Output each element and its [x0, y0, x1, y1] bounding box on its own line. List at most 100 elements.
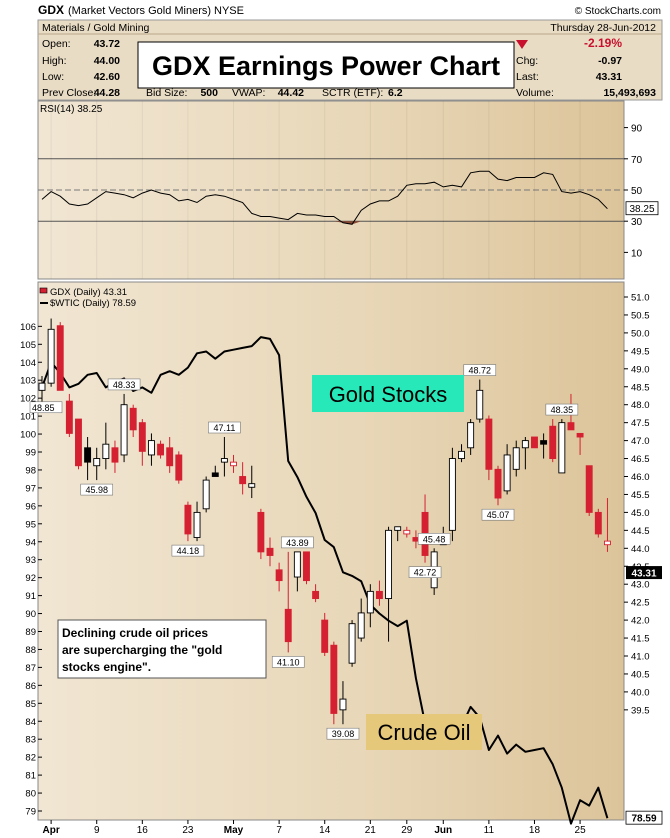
sector-label: Materials / Gold Mining [42, 22, 150, 34]
gdx-candle [275, 562, 283, 592]
candle-body [576, 432, 584, 438]
x-tick-label: 23 [182, 825, 194, 836]
candle-body [403, 529, 411, 535]
gdx-last-badge [626, 566, 662, 580]
gdx-candle [576, 432, 584, 455]
annotation-box [80, 483, 114, 496]
gdx-candle [594, 508, 602, 538]
gdx-candle [166, 437, 174, 473]
gdx-candle [467, 419, 475, 455]
x-tick-label: 18 [529, 825, 541, 836]
left-tick-label: 82 [25, 753, 36, 764]
low-value: 42.60 [94, 71, 120, 83]
candle-body [56, 325, 64, 391]
candle-body [230, 461, 237, 467]
annotation-box [281, 536, 314, 549]
gdx-candle [230, 454, 237, 473]
annotation-label: 39.08 [332, 729, 355, 739]
rsi-tick-label: 50 [631, 186, 643, 197]
gdx-candle [239, 462, 247, 495]
last-label: Last: [516, 71, 539, 83]
candle-body [467, 422, 475, 449]
right-tick-label: 45.5 [631, 490, 650, 501]
candle-body [65, 400, 73, 434]
rsi-series-path [41, 170, 608, 225]
right-tick-label: 49.5 [631, 346, 650, 357]
candle-body [239, 476, 247, 485]
right-tick-label: 51.0 [631, 293, 650, 304]
x-tick-label: 29 [401, 825, 413, 836]
rsi-grid [38, 158, 624, 222]
high-label: High: [42, 55, 67, 67]
gdx-candle [293, 551, 301, 592]
left-tick-label: 88 [25, 645, 36, 656]
candle-body [47, 328, 55, 384]
left-tick-label: 90 [25, 609, 36, 620]
right-tick-label: 44.0 [631, 544, 650, 555]
x-tick-label: 14 [319, 825, 331, 836]
gdx-candle [248, 465, 256, 499]
left-tick-label: 96 [25, 501, 36, 512]
candle-body [257, 511, 265, 553]
price-grid [50, 101, 581, 279]
candle-body [494, 468, 502, 499]
candle-body [293, 551, 301, 578]
gdx-candle [138, 419, 146, 466]
annotation-label: 42.72 [414, 568, 437, 578]
candle-body [147, 440, 155, 456]
right-tick-label: 48.0 [631, 400, 650, 411]
x-tick-label: 16 [137, 825, 149, 836]
rsi-last-label: 38.25 [629, 204, 654, 215]
gdx-candle [585, 465, 593, 516]
gdx-candle [102, 422, 110, 470]
gdx-candle [38, 375, 46, 405]
candle-body [394, 526, 402, 531]
prev-close-label: Prev Close: [42, 87, 96, 99]
right-tick-label: 50.5 [631, 310, 650, 321]
candle-body [220, 458, 228, 463]
crude-oil-callout: Crude Oil [366, 714, 482, 750]
gdx-candle [147, 433, 155, 466]
annotation-label: 45.98 [85, 485, 108, 495]
right-tick-label: 42.5 [631, 598, 650, 609]
left-tick-label: 97 [25, 483, 36, 494]
gdx-candles [38, 318, 611, 725]
candle-body [184, 504, 192, 535]
vwap-label: VWAP: [232, 87, 265, 99]
annotation-box [545, 403, 579, 416]
fund-name: (Market Vectors Gold Miners) [68, 5, 211, 17]
note-callout: Declining crude oil prices are superchar… [57, 619, 267, 679]
gdx-candle [603, 498, 611, 552]
annotation-box [417, 532, 451, 545]
rsi-last-badge [625, 201, 659, 216]
crude-oil-label: Crude Oil [378, 720, 471, 745]
chart-title: GDX Earnings Power Chart [152, 51, 500, 81]
candle-body [375, 590, 383, 600]
title-callout: GDX Earnings Power Chart [137, 41, 515, 89]
gdx-candle [157, 440, 165, 459]
high-value: 44.00 [94, 55, 120, 67]
right-tick-label: 42.0 [631, 616, 650, 627]
annotation-label: 48.33 [113, 380, 136, 390]
candle-body [275, 569, 283, 582]
candle-body [166, 447, 174, 467]
gdx-candle [458, 444, 465, 463]
chg-label: Chg: [516, 55, 538, 67]
bid-size-label: Bid Size: [146, 87, 187, 99]
date-label: Thursday 28-Jun-2012 [550, 22, 656, 34]
candle-body [458, 450, 465, 459]
right-tick-label: 40.0 [631, 687, 650, 698]
annotation-label: 48.35 [551, 405, 574, 415]
rsi-tick-label: 90 [631, 124, 643, 135]
bid-size-value: 500 [200, 87, 218, 99]
annotation-label: 44.18 [177, 546, 200, 556]
wtic-legend-label: $WTIC (Daily) 78.59 [50, 298, 136, 309]
left-tick-label: 83 [25, 735, 36, 746]
gdx-candle [494, 465, 502, 506]
right-tick-label: 48.5 [631, 382, 650, 393]
ticker-symbol: GDX [38, 3, 64, 17]
candle-body [312, 590, 320, 600]
right-tick-label: 46.0 [631, 472, 650, 483]
wtic-last-badge [625, 810, 663, 825]
